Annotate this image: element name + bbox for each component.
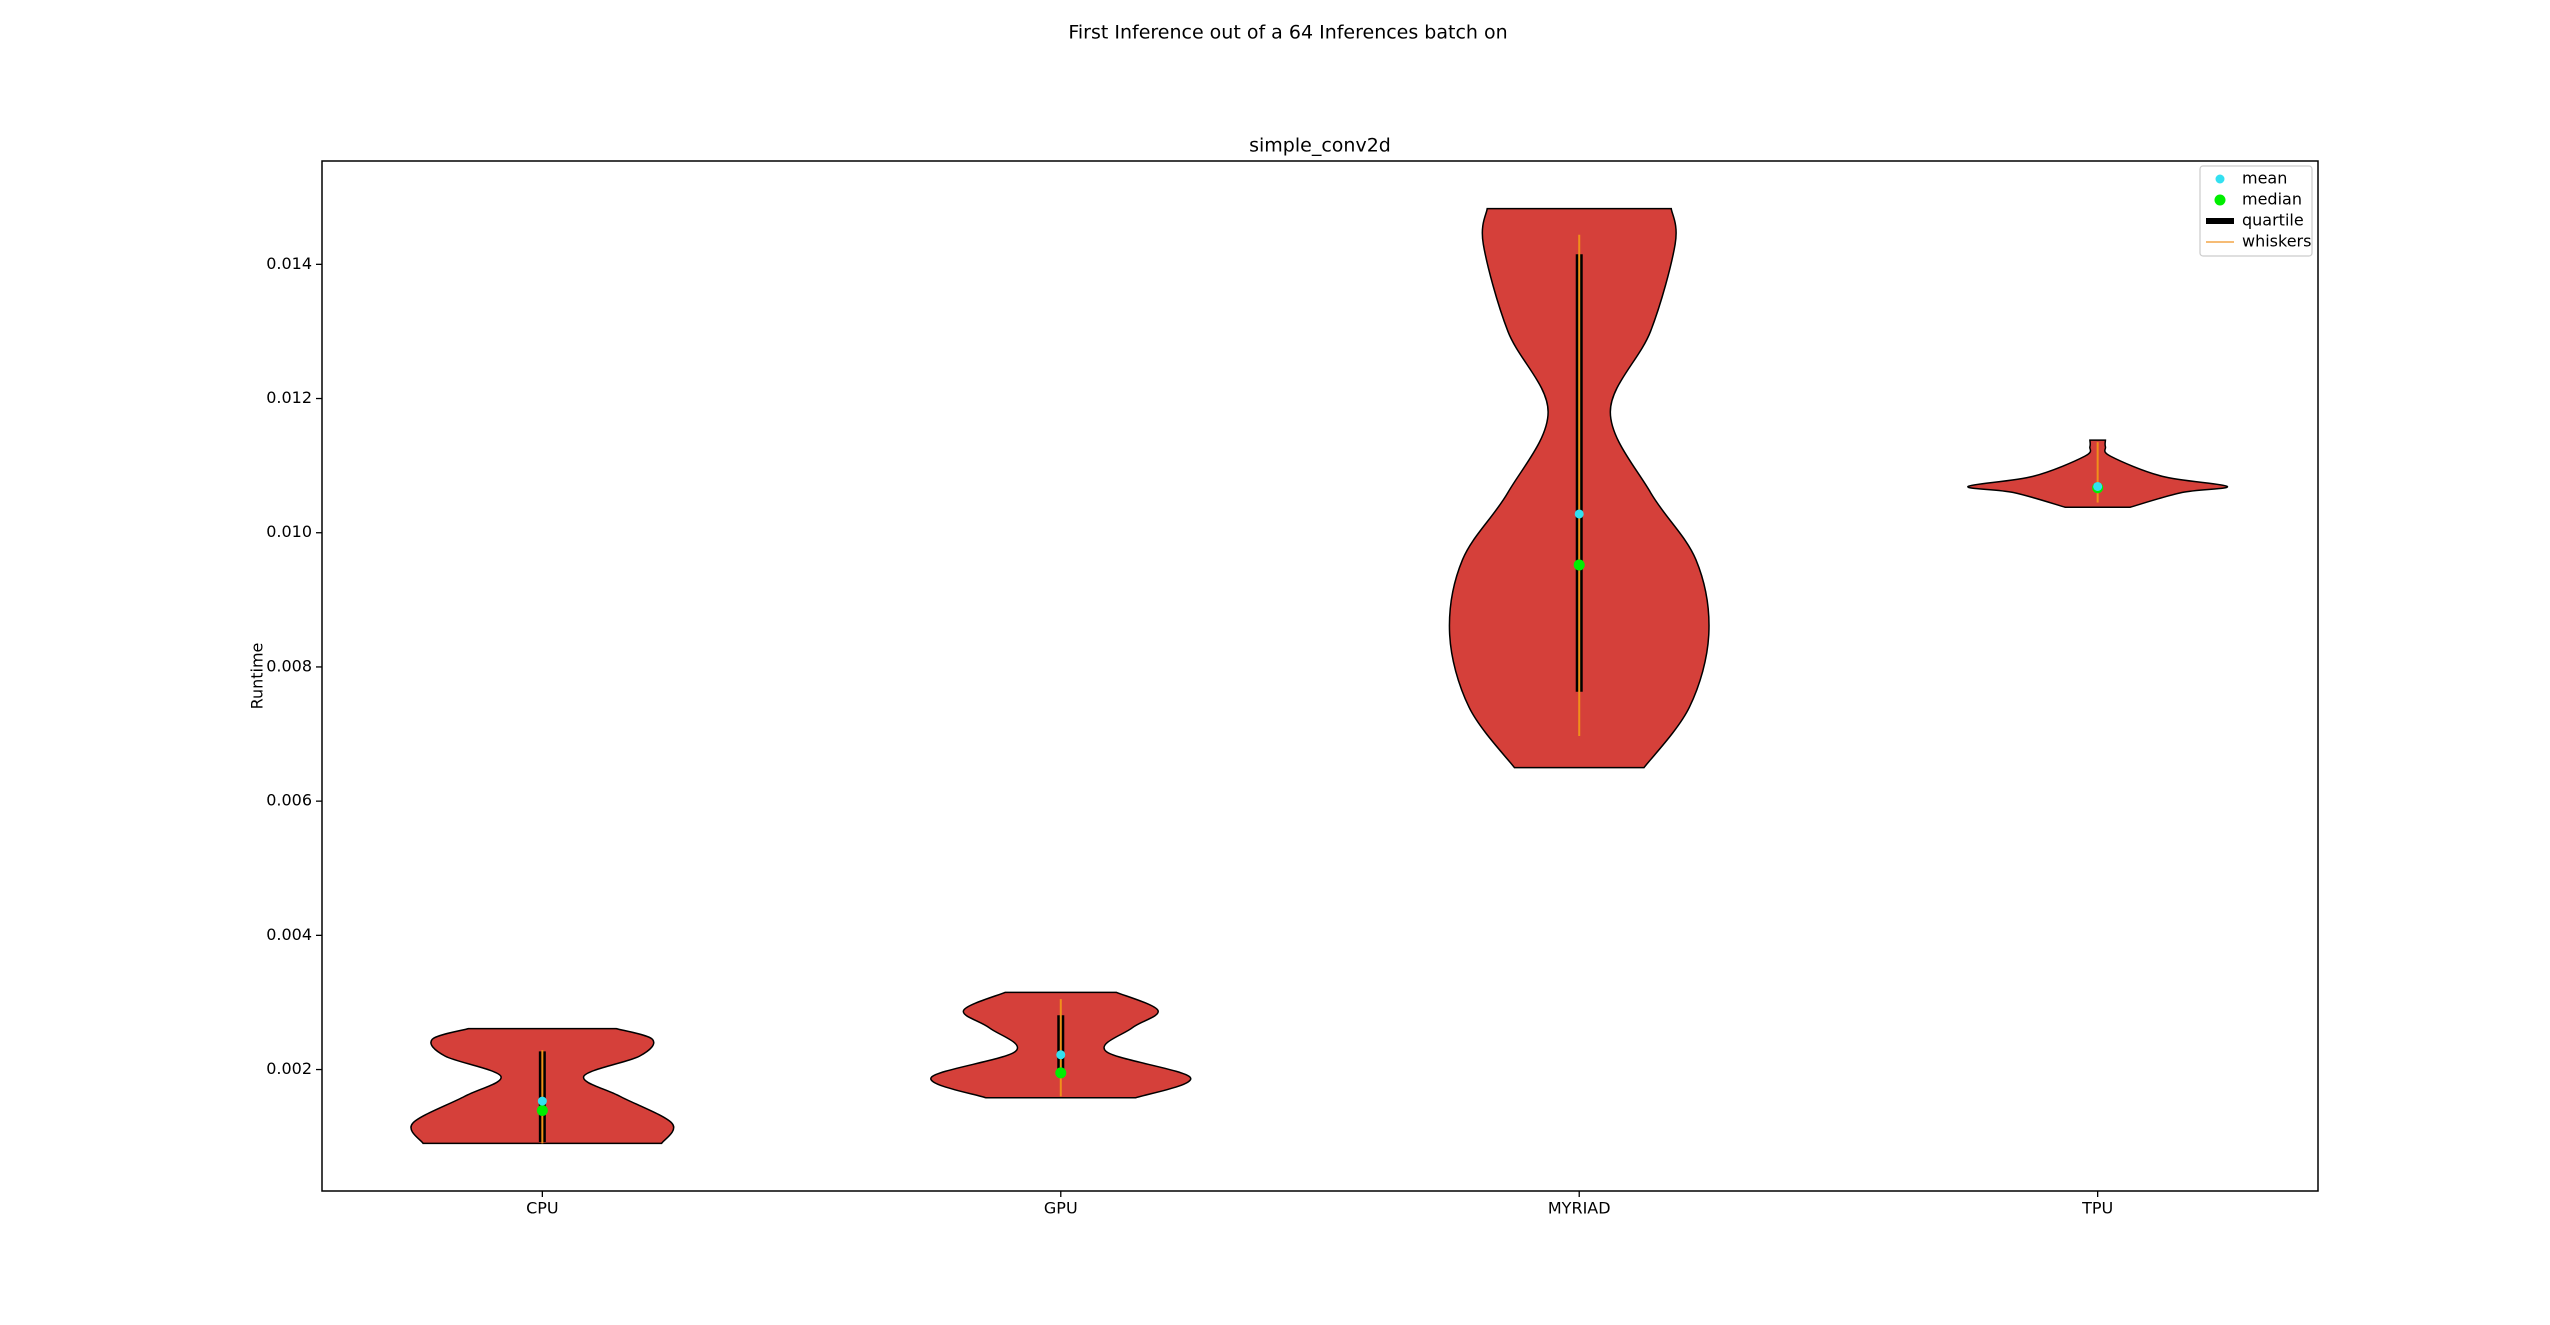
legend-label: median <box>2242 190 2302 209</box>
mean-dot <box>1056 1050 1066 1060</box>
median-dot <box>536 1104 548 1116</box>
x-tick-label: MYRIAD <box>1548 1199 1611 1218</box>
mean-dot <box>537 1096 547 1106</box>
y-tick-label: 0.008 <box>266 656 312 675</box>
x-tick-label: CPU <box>526 1199 559 1218</box>
y-axis-label: Runtime <box>248 643 267 710</box>
mean-dot <box>1574 509 1584 519</box>
legend-marker <box>2215 174 2225 184</box>
legend-marker <box>2214 194 2226 206</box>
y-tick-label: 0.010 <box>266 522 312 541</box>
legend-label: mean <box>2242 169 2287 188</box>
median-dot <box>1573 559 1585 571</box>
legend-label: whiskers <box>2242 232 2311 251</box>
x-tick-label: GPU <box>1044 1199 1078 1218</box>
legend-label: quartile <box>2242 211 2304 230</box>
legend-frame <box>2199 165 2313 257</box>
chart-title: First Inference out of a 64 Inferences b… <box>1068 22 1507 44</box>
plot-frame <box>321 160 2319 1192</box>
legend: mean median quartile whiskers <box>2199 165 2313 257</box>
median-dot <box>1055 1067 1067 1079</box>
y-tick-label: 0.004 <box>266 925 312 944</box>
mean-dot <box>2093 481 2103 491</box>
y-tick-label: 0.006 <box>266 791 312 810</box>
chart-subtitle: simple_conv2d <box>1249 135 1391 157</box>
y-tick-label: 0.012 <box>266 388 312 407</box>
x-tick-label: TPU <box>2081 1199 2113 1218</box>
y-tick-label: 0.002 <box>266 1059 312 1078</box>
y-tick-label: 0.014 <box>266 254 312 273</box>
